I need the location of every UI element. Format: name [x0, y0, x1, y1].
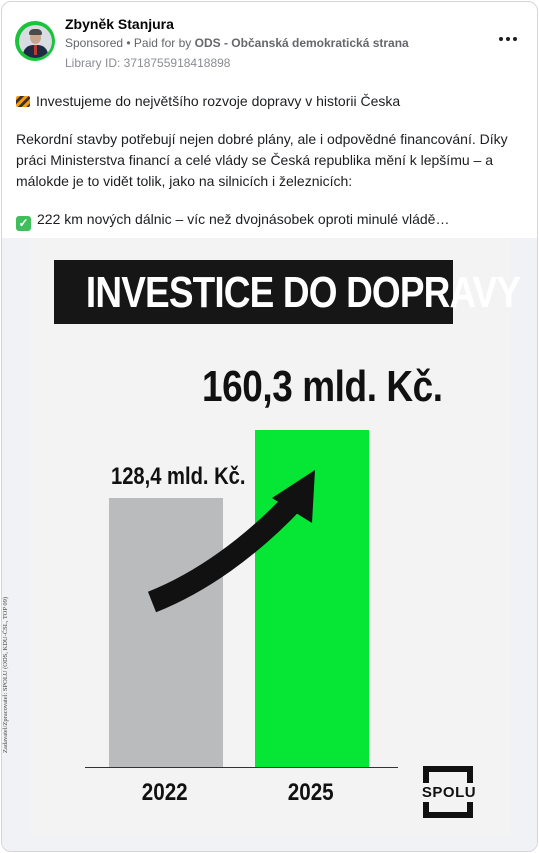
post-text-line: málokde je to vidět tolik, jako na silni… — [16, 173, 353, 189]
construction-barrier-icon — [16, 96, 30, 107]
post-text-line: Investujeme do největšího rozvoje doprav… — [16, 93, 400, 109]
spolu-logo: SPOLU — [418, 766, 480, 820]
growth-arrow-icon — [147, 470, 315, 613]
paid-for-prefix: • Paid for by — [126, 36, 192, 50]
check-mark-icon: ✓ — [16, 216, 31, 231]
logo-text: SPOLU — [421, 784, 477, 801]
axis-baseline — [85, 767, 398, 768]
post-text-line: práci Ministerstva financí a celé vlády … — [16, 152, 493, 168]
source-note: Zadavatel/Zpracovatel: SPOLU (ODS, KDU-Č… — [2, 596, 9, 753]
ad-creative-image[interactable]: INVESTICE DO DOPRAVY 160,3 mld. Kč. 128,… — [2, 238, 537, 851]
sponsored-meta: Sponsored • Paid for by ODS - Občanská d… — [65, 36, 409, 50]
poster-title-box: INVESTICE DO DOPRAVY — [54, 260, 521, 324]
bar-2022 — [109, 498, 223, 767]
author-name[interactable]: Zbyněk Stanjura — [65, 16, 174, 32]
avatar-photo — [18, 24, 52, 58]
sponsored-label: Sponsored — [65, 36, 124, 50]
library-id: Library ID: 3718755918418898 — [65, 56, 231, 70]
payer-link[interactable]: ODS - Občanská demokratická strana — [194, 36, 409, 50]
x-tick-2022: 2022 — [141, 779, 188, 806]
data-label-2022: 128,4 mld. Kč. — [111, 463, 246, 490]
data-label-2025: 160,3 mld. Kč. — [202, 362, 443, 411]
post-text-line: Rekordní stavby potřebují nejen dobré pl… — [16, 131, 508, 147]
x-tick-2025: 2025 — [287, 779, 334, 806]
author-avatar[interactable] — [15, 21, 55, 61]
more-options-icon[interactable] — [496, 33, 520, 45]
poster: INVESTICE DO DOPRAVY 160,3 mld. Kč. 128,… — [2, 238, 521, 837]
post-text-line: ✓ 222 km nových dálnic – víc než dvojnáso… — [16, 211, 449, 231]
